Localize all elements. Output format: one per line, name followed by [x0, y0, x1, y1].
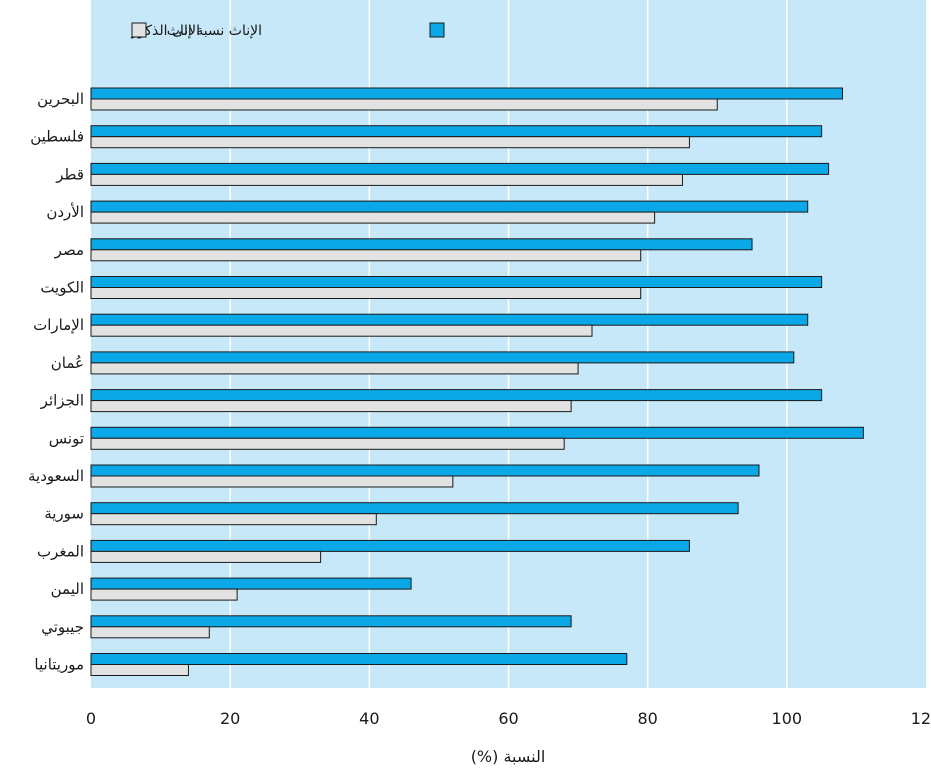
bar-ratio	[90, 615, 572, 628]
legend-swatch-females	[131, 22, 147, 38]
bar-ratio	[90, 351, 795, 364]
bar-females	[90, 626, 210, 639]
bar-females	[90, 475, 454, 488]
legend-swatch-ratio	[429, 22, 445, 38]
bar-ratio	[90, 276, 823, 288]
category-label: موريتانيا	[34, 656, 84, 674]
category-label: الجزائر	[40, 392, 84, 410]
grid-lines	[229, 0, 788, 688]
x-tick-label: 0	[86, 709, 96, 728]
category-label: عُمان	[51, 354, 84, 372]
category-label: الكويت	[40, 279, 84, 297]
category-label: جيبوتي	[41, 618, 84, 637]
bar-ratio	[90, 389, 823, 402]
bar-females	[90, 249, 642, 262]
bar-ratio	[90, 539, 690, 552]
x-tick-label: 40	[359, 709, 379, 728]
x-tick-label: 60	[498, 709, 518, 728]
bar-females	[90, 400, 572, 413]
category-label: سورية	[44, 505, 84, 523]
bar-ratio	[90, 162, 830, 175]
x-tick-label: 20	[220, 709, 240, 728]
bars-group	[90, 87, 864, 676]
category-label: مصر	[54, 241, 84, 259]
bar-ratio	[90, 502, 739, 515]
bar-females	[90, 437, 565, 450]
category-label: تونس	[49, 429, 84, 447]
x-axis-title: النسبة (%)	[471, 747, 546, 766]
category-label: السعودية	[28, 467, 84, 485]
bar-ratio	[90, 426, 864, 439]
category-label: قطر	[55, 165, 84, 183]
bar-ratio	[90, 200, 809, 213]
x-tick-label: 80	[637, 709, 657, 728]
legend-label-females: الإناث	[167, 23, 200, 39]
category-label: الإمارات	[33, 316, 84, 334]
bar-females	[90, 211, 656, 224]
bar-ratio	[90, 313, 809, 326]
category-label: البحرين	[37, 90, 84, 108]
bar-ratio	[90, 577, 412, 590]
x-tick-label: 100	[772, 709, 803, 728]
x-tick-label: 120	[911, 709, 931, 728]
bar-females	[90, 324, 593, 337]
bar-ratio	[90, 125, 823, 138]
legend-label-ratio: الإناث نسبة الى الذكور	[130, 23, 262, 39]
bar-females	[90, 588, 238, 601]
category-label: اليمن	[51, 580, 84, 598]
category-label: الأردن	[46, 202, 84, 221]
bar-females	[90, 287, 642, 299]
bar-females	[90, 136, 690, 149]
x-tick-labels: 0 20 40 60 80 100 120	[86, 709, 931, 728]
bar-females	[90, 98, 718, 111]
bar-females	[90, 664, 189, 676]
legend: الإناث نسبة الى الذكور الإناث	[130, 22, 445, 39]
category-label: المغرب	[37, 542, 84, 560]
bar-ratio	[90, 238, 753, 251]
bar-females	[90, 550, 322, 563]
category-labels: البحرين فلسطين قطر الأردن مصر الكويت الإمارات ع…	[28, 90, 84, 674]
bar-ratio	[90, 653, 628, 665]
category-label: فلسطين	[30, 128, 84, 146]
bar-ratio	[90, 87, 843, 100]
bar-females	[90, 173, 683, 186]
bar-ratio	[90, 464, 760, 477]
bar-females	[90, 513, 377, 526]
bar-females	[90, 362, 579, 375]
